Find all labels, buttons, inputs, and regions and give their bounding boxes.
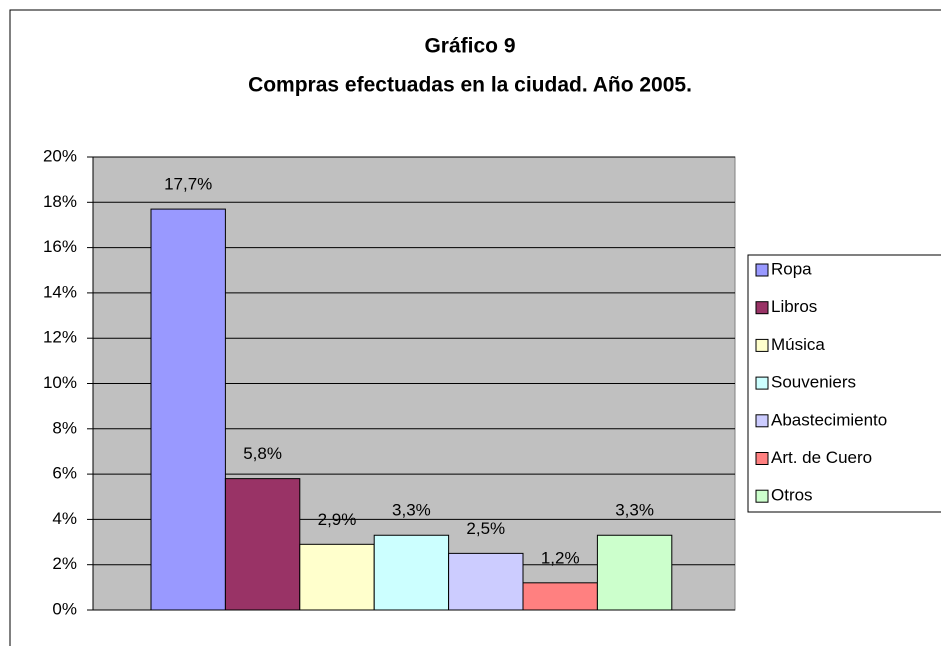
value-label: 3,3% (392, 501, 431, 520)
bar (596, 534, 673, 611)
legend-box (747, 254, 941, 513)
y-tick-label: 0% (52, 599, 77, 618)
legend-label: Otros (771, 486, 813, 505)
value-label: 1,2% (541, 548, 580, 567)
legend-swatch (755, 263, 769, 277)
y-tick-label: 12% (43, 328, 77, 347)
legend-label: Art. de Cuero (771, 448, 872, 467)
bar (224, 478, 301, 611)
y-tick-label: 4% (52, 509, 77, 528)
y-tick-label: 10% (43, 373, 77, 392)
bar (448, 552, 524, 611)
bar (522, 582, 598, 611)
legend-label: Abastecimiento (771, 410, 887, 429)
bar (299, 543, 375, 611)
legend-swatch (755, 338, 769, 352)
legend-label: Libros (771, 297, 817, 316)
chart-subtitle: Compras efectuadas en la ciudad. Año 200… (248, 74, 692, 97)
bar (150, 208, 226, 611)
legend-swatch (755, 452, 769, 465)
bar (373, 534, 450, 611)
legend-label: Ropa (771, 259, 812, 278)
y-tick-label: 2% (52, 554, 77, 573)
legend-swatch (755, 376, 769, 390)
value-label: 2,9% (318, 510, 357, 529)
value-label: 2,5% (466, 519, 505, 538)
y-tick-label: 20% (43, 146, 77, 165)
y-tick-label: 6% (52, 464, 77, 483)
value-label: 3,3% (615, 501, 654, 520)
legend-swatch (755, 489, 769, 503)
legend-swatch (755, 414, 769, 428)
y-tick-label: 14% (43, 282, 77, 301)
chart-title: Gráfico 9 (424, 35, 515, 58)
value-label: 17,7% (164, 175, 212, 194)
y-tick-label: 18% (43, 192, 77, 211)
legend-swatch (755, 301, 769, 315)
y-tick-label: 16% (43, 237, 77, 256)
legend-label: Música (771, 335, 825, 354)
legend-label: Souveniers (771, 373, 856, 392)
value-label: 5,8% (243, 444, 282, 463)
y-tick-label: 8% (52, 418, 77, 437)
